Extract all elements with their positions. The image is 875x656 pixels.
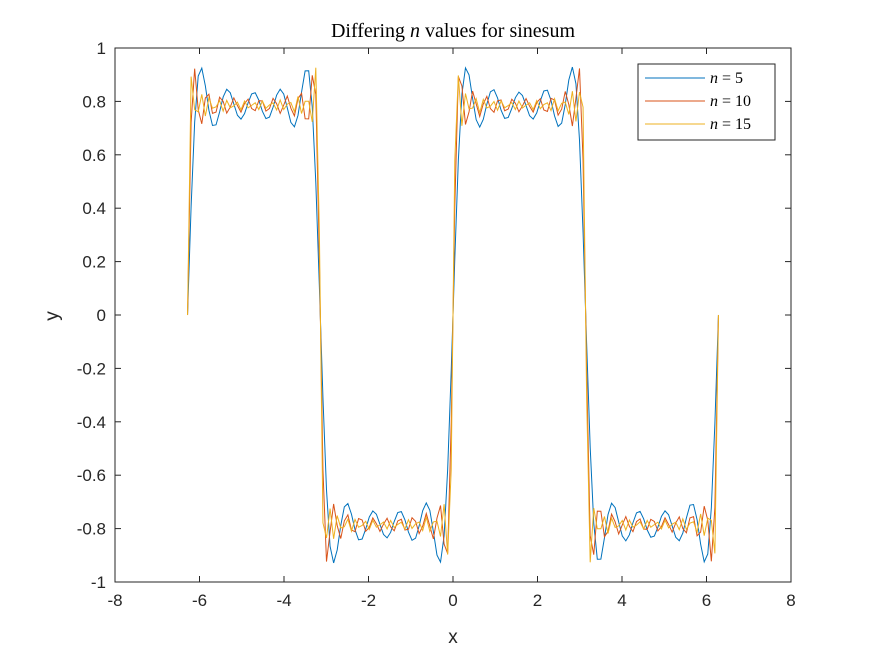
y-tick-label: 0.8 — [82, 92, 106, 111]
x-tick-label: -4 — [276, 591, 291, 610]
y-tick-label: -0.4 — [77, 413, 106, 432]
legend-label: n = 15 — [710, 116, 751, 133]
legend-box — [637, 63, 776, 141]
y-tick-label: -1 — [91, 573, 106, 592]
y-axis-label: y — [42, 311, 63, 321]
title-prefix: Differing — [331, 20, 405, 42]
y-tick-label: -0.2 — [77, 359, 106, 378]
y-tick-label: 0.6 — [82, 146, 106, 165]
legend-label: n = 10 — [710, 93, 751, 110]
x-tick-label: -2 — [361, 591, 376, 610]
chart-title: Differing n values for sinesum — [331, 20, 575, 42]
y-tick-label: -0.6 — [77, 466, 106, 485]
y-tick-label: 1 — [97, 39, 106, 58]
x-axis-label: x — [448, 627, 458, 648]
title-suffix: values for sinesum — [425, 20, 575, 42]
y-tick-label: 0 — [97, 306, 106, 325]
x-tick-label: -6 — [192, 591, 207, 610]
title-variable: n — [410, 20, 420, 42]
x-tick-label: 4 — [617, 591, 626, 610]
ticks-layer: -8 -6 -4 -2 0 2 4 6 8 -1 -0.8 -0.6 -0.4 -0.2 0 0.2 0.4 0.… — [77, 39, 796, 610]
x-tick-label: 6 — [702, 591, 711, 610]
x-tick-label: 2 — [533, 591, 542, 610]
legend: n = 5 n = 10 n = 15 — [637, 63, 776, 141]
y-tick-label: 0.4 — [82, 199, 106, 218]
x-tick-label: 0 — [448, 591, 457, 610]
y-tick-label: -0.8 — [77, 520, 106, 539]
series-line-n15 — [187, 67, 719, 563]
series-layer — [187, 66, 719, 564]
x-tick-label: -8 — [107, 591, 122, 610]
x-tick-label: 8 — [786, 591, 795, 610]
legend-label: n = 5 — [710, 70, 743, 87]
y-tick-label: 0.2 — [82, 253, 106, 272]
